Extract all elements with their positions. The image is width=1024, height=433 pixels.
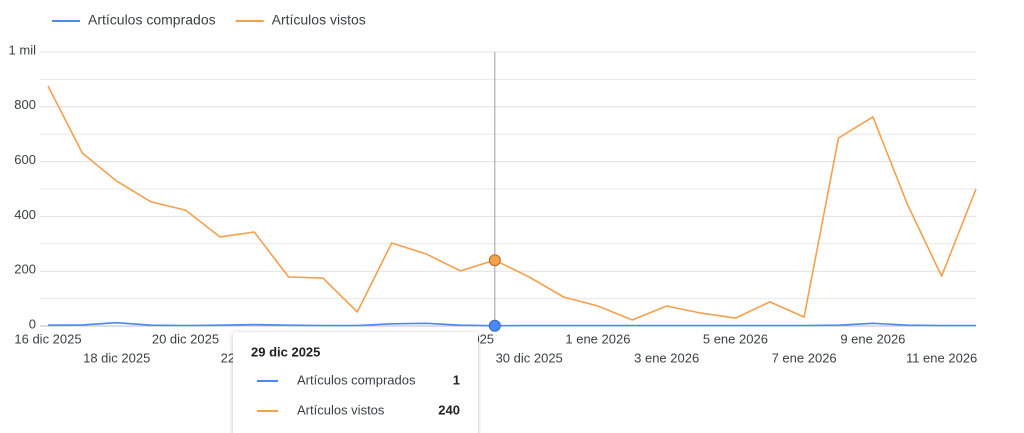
- x-tick-label: 7 ene 2026: [772, 350, 837, 365]
- x-tick-label: 30 dic 2025: [496, 350, 563, 365]
- y-tick-label: 600: [14, 152, 36, 167]
- x-tick-label: 3 ene 2026: [634, 350, 699, 365]
- series-line: [47, 321, 976, 327]
- tooltip-title: 29 dic 2025: [251, 344, 320, 359]
- y-tick-label: 200: [14, 262, 36, 277]
- y-tick-label: 400: [14, 207, 36, 222]
- tooltip-value: 1: [453, 372, 460, 387]
- legend-label: Artículos comprados: [88, 12, 216, 28]
- x-tick-label: 1 ene 2026: [565, 331, 630, 346]
- x-tick-label: 11 ene 2026: [906, 350, 977, 365]
- tooltip-box: [233, 332, 478, 433]
- hover-point: [488, 319, 501, 332]
- y-tick-label: 0: [29, 316, 36, 331]
- y-tick-label: 1 mil: [9, 42, 37, 57]
- tooltip-label: Artículos vistos: [297, 402, 385, 417]
- tooltip-value: 240: [438, 402, 460, 417]
- x-tick-label: 5 ene 2026: [703, 331, 768, 346]
- tooltip-label: Artículos comprados: [297, 372, 416, 387]
- x-tick-label: 20 dic 2025: [152, 331, 219, 346]
- series-line: [47, 85, 977, 321]
- x-tick-label: 16 dic 2025: [14, 331, 81, 346]
- y-tick-label: 800: [14, 97, 36, 112]
- legend-label: Artículos vistos: [272, 12, 366, 28]
- x-tick-label: 18 dic 2025: [83, 350, 150, 365]
- tooltip: 29 dic 2025 Artículos comprados 1 Artículos…: [233, 332, 478, 433]
- x-tick-label: 9 ene 2026: [840, 331, 905, 346]
- hover-point: [488, 254, 501, 267]
